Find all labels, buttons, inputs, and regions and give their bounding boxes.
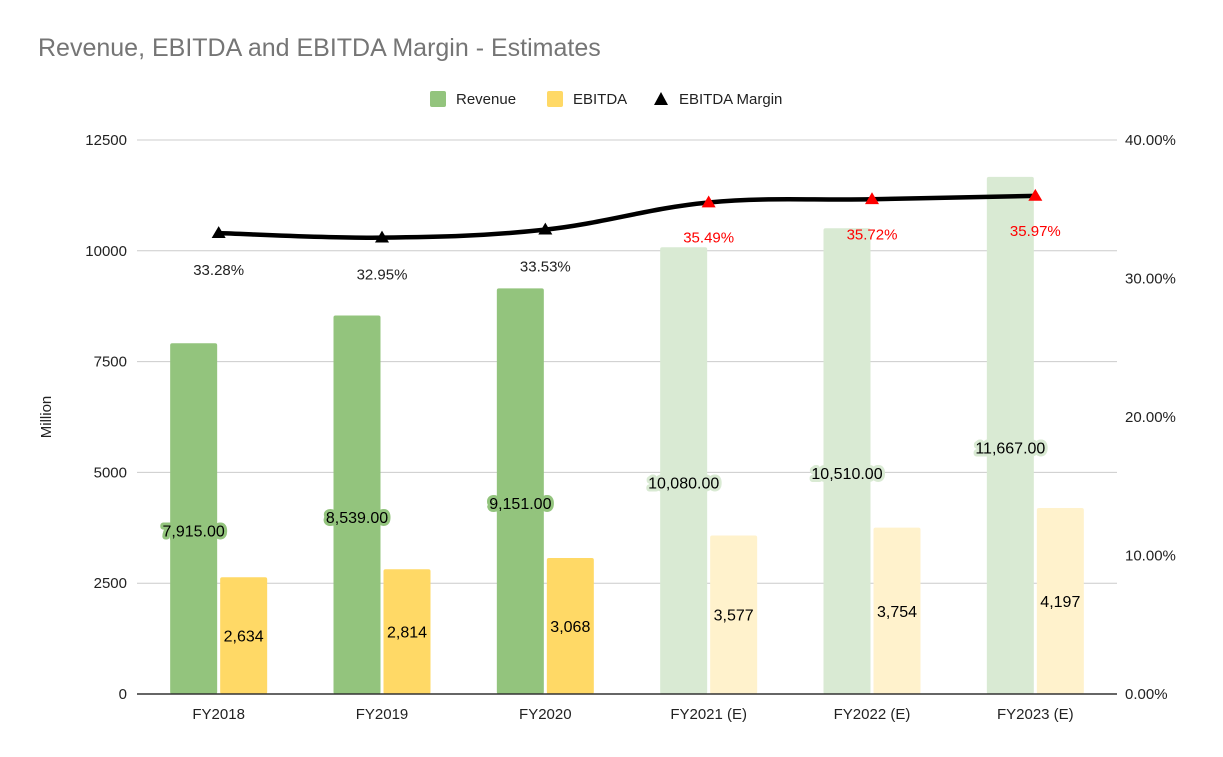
data-labels: 7,915.00 2,634 8,539.00 2,814 9,151.00 3,068 1… (160, 223, 1081, 646)
legend-marker (654, 92, 668, 105)
ebitda-data-label: 3,577 (714, 608, 754, 625)
chart-title: Revenue, EBITDA and EBITDA Margin - Esti… (38, 34, 601, 62)
y-tick-label: 0 (119, 686, 127, 703)
ebitda-data-label: 2,814 (387, 625, 427, 642)
margin-data-label: 35.72% (847, 226, 898, 243)
legend-label: EBITDA (573, 91, 627, 108)
revenue-bar[interactable] (170, 343, 218, 694)
legend-swatch (430, 91, 446, 107)
margin-line (211, 188, 1043, 243)
margin-marker[interactable] (375, 230, 389, 243)
x-tick-label: FY2021 (E) (670, 706, 747, 723)
y2-tick-label: 30.00% (1125, 271, 1176, 288)
margin-marker[interactable] (1028, 188, 1043, 201)
revenue-data-label: 11,667.00 (975, 440, 1045, 457)
margin-marker[interactable] (701, 195, 716, 208)
revenue-data-label: 10,080.00 (648, 476, 719, 493)
legend-label: Revenue (456, 91, 516, 108)
y2-tick-label: 40.00% (1125, 132, 1176, 149)
x-tick-label: FY2020 (519, 706, 572, 723)
y-axis-title: Million (38, 396, 55, 439)
revenue-data-label: 9,151.00 (489, 496, 551, 513)
revenue-data-label: 10,510.00 (811, 466, 882, 483)
ebitda-bar[interactable] (710, 535, 758, 694)
revenue-bar[interactable] (823, 228, 871, 695)
margin-marker[interactable] (865, 192, 879, 205)
revenue-bar[interactable] (986, 176, 1034, 694)
revenue-bar[interactable] (496, 288, 544, 694)
ebitda-bar[interactable] (383, 569, 431, 694)
revenue-bar[interactable] (333, 315, 381, 694)
ebitda-data-label: 3,754 (877, 604, 917, 621)
legend-item-ebitda[interactable]: EBITDA (547, 91, 627, 108)
ebitda-data-label: 3,068 (550, 619, 590, 636)
x-tick-label: FY2019 (356, 706, 409, 723)
ebitda-bar[interactable] (220, 577, 268, 694)
margin-data-label: 35.97% (1010, 223, 1061, 240)
margin-data-label: 35.49% (683, 229, 734, 246)
bars (170, 176, 1084, 695)
y-tick-label: 12500 (85, 132, 127, 149)
revenue-data-label: 7,915.00 (163, 524, 225, 541)
revenue-bar[interactable] (660, 247, 708, 694)
legend-swatch (547, 91, 563, 107)
y-tick-label: 7500 (94, 354, 127, 371)
ebitda-data-label: 2,634 (224, 629, 264, 646)
margin-data-label: 32.95% (357, 267, 408, 284)
ebitda-data-label: 4,197 (1040, 594, 1080, 611)
x-tick-label: FY2022 (E) (834, 706, 911, 723)
ebitda-bar[interactable] (546, 558, 594, 694)
margin-data-label: 33.53% (520, 259, 571, 276)
margin-marker[interactable] (538, 222, 553, 235)
revenue-data-label: 8,539.00 (326, 510, 388, 527)
y2-tick-label: 20.00% (1125, 409, 1176, 426)
margin-line-path (216, 193, 1038, 240)
legend-item-ebitda-margin[interactable]: EBITDA Margin (654, 91, 782, 108)
legend-label: EBITDA Margin (679, 91, 782, 108)
x-tick-label: FY2023 (E) (997, 706, 1074, 723)
x-tick-label: FY2018 (192, 706, 245, 723)
axes: 0 2500 5000 7500 10000 12500 0.00% 10.00% 20.00%… (38, 132, 1176, 723)
y2-tick-label: 10.00% (1125, 548, 1176, 565)
margin-marker[interactable] (211, 226, 226, 238)
gridlines (137, 139, 1117, 584)
y-tick-label: 2500 (94, 575, 127, 592)
margin-data-label: 33.28% (193, 262, 244, 279)
legend[interactable]: Revenue EBITDA EBITDA Margin (430, 91, 782, 108)
ebitda-bar[interactable] (873, 527, 921, 694)
ebitda-bar[interactable] (1036, 507, 1084, 694)
y-tick-label: 10000 (85, 243, 127, 260)
y2-tick-label: 0.00% (1125, 686, 1168, 703)
y-tick-label: 5000 (94, 464, 127, 481)
legend-item-revenue[interactable]: Revenue (430, 91, 516, 108)
